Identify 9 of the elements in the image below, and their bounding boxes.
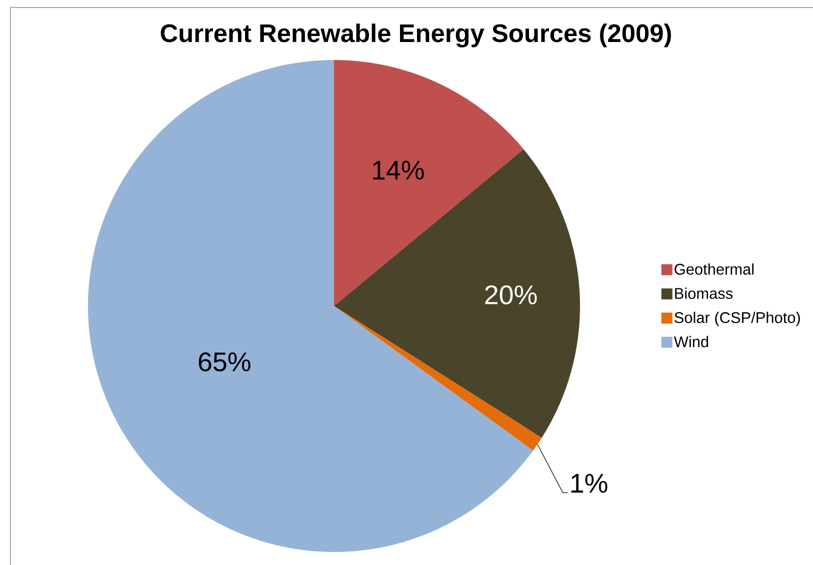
chart-title: Current Renewable Energy Sources (2009): [160, 24, 671, 48]
data-label: 20%: [485, 285, 537, 304]
legend-label: Wind: [674, 336, 708, 348]
data-label: 1%: [571, 474, 608, 493]
data-label: 14%: [373, 160, 424, 180]
legend-label: Solar (CSP/Photo): [674, 312, 800, 326]
legend-label: Geothermal: [674, 263, 754, 275]
legend-label: Biomass: [675, 288, 733, 299]
data-label: 65%: [198, 352, 250, 372]
